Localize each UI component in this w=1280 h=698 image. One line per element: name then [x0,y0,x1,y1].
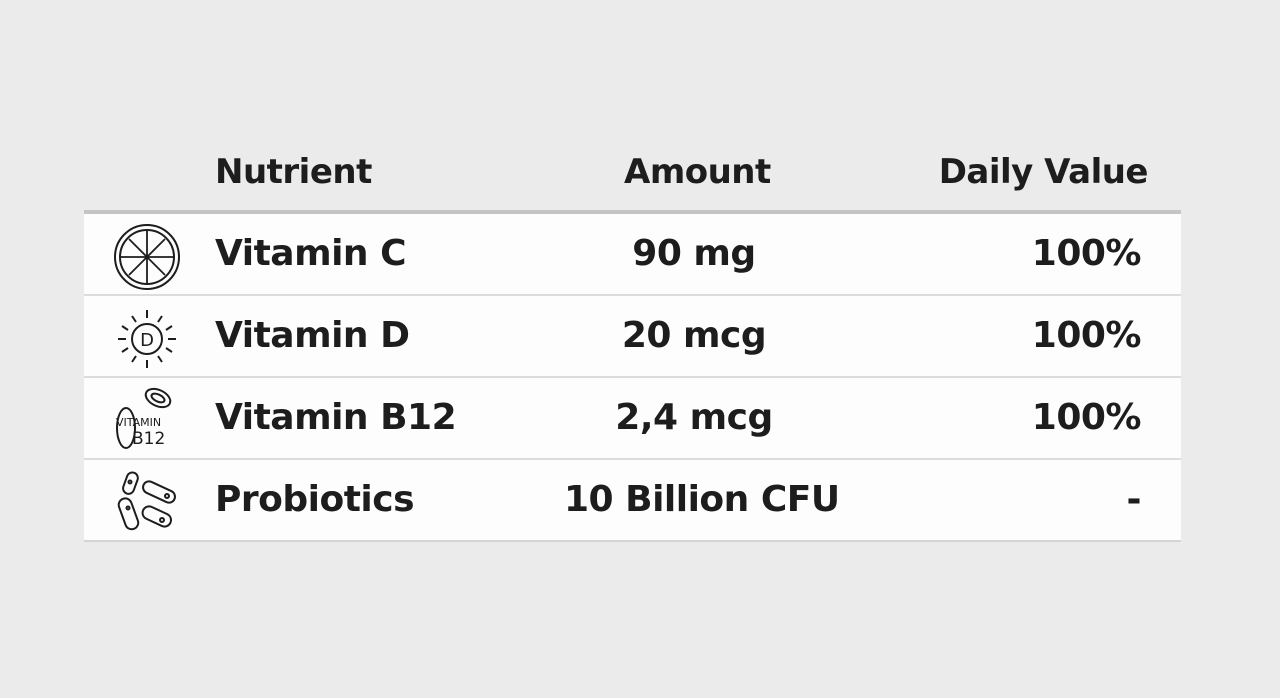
nutrient-daily-value: - [1126,479,1142,520]
vitamin-b12-icon: VITAMIN B12 [116,387,172,449]
nutrient-daily-value: 100% [1031,315,1142,356]
nutrient-daily-value: 100% [1031,397,1142,438]
nutrient-amount: 90 mg [632,233,756,274]
nutrient-name: Vitamin C [215,233,407,274]
svg-text:D: D [140,330,154,351]
table-row: Probiotics 10 Billion CFU - [84,460,1181,542]
svg-text:VITAMIN: VITAMIN [116,416,161,429]
table-row: Vitamin C 90 mg 100% [84,214,1181,296]
sun-vitamin-d-icon: D [118,310,176,368]
nutrient-amount: 2,4 mcg [615,397,773,438]
header-amount: Amount [624,152,771,192]
header-nutrient: Nutrient [215,152,372,192]
nutrient-amount: 20 mcg [621,315,767,356]
header-daily-value: Daily Value [938,152,1149,192]
citrus-slice-icon [114,224,180,290]
nutrient-name: Probiotics [215,479,415,520]
table-row: D Vitamin D 20 mcg 100% [84,296,1181,378]
nutrient-name: Vitamin D [215,315,410,356]
svg-text:B12: B12 [132,429,165,449]
nutrient-table: Vitamin C 90 mg 100% D Vitamin D 20 mcg … [84,214,1181,542]
header-divider [84,210,1181,214]
table-row: VITAMIN B12 Vitamin B12 2,4 mcg 100% [84,378,1181,460]
nutrient-amount: 10 Billion CFU [564,479,840,520]
nutrient-name: Vitamin B12 [215,397,457,438]
nutrient-daily-value: 100% [1031,233,1142,274]
bacteria-icon [117,471,176,531]
